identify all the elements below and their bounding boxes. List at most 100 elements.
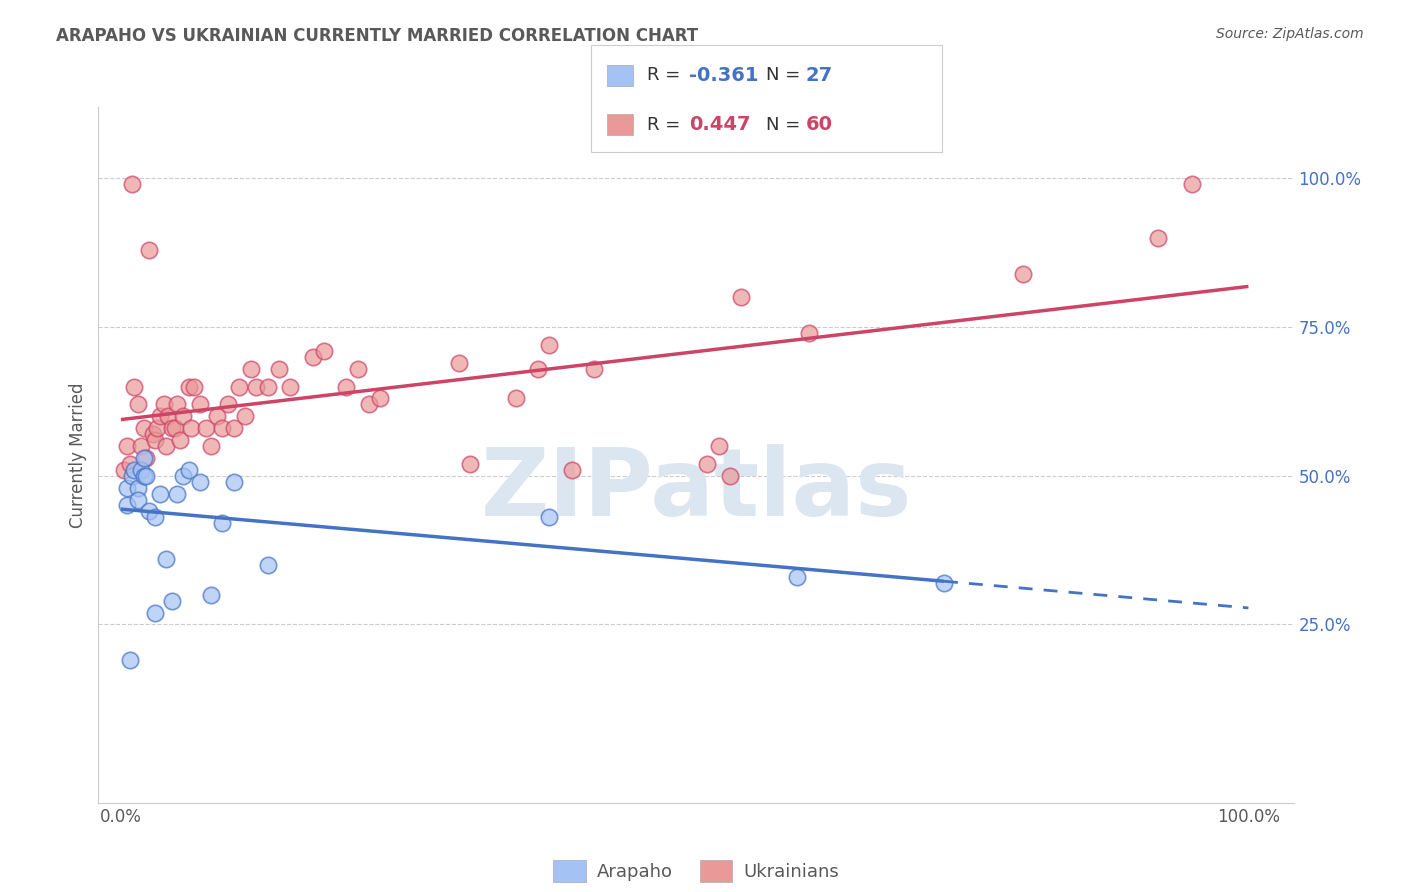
Point (239, 361, 262, 376)
Point (138, 243, 160, 257)
Point (149, 409, 172, 424)
Point (127, 397, 149, 411)
Point (730, 290, 752, 304)
Point (228, 379, 250, 393)
Point (115, 499, 138, 513)
Point (200, 588, 222, 602)
Point (118, 457, 141, 471)
Point (121, 178, 143, 192)
Point (141, 427, 163, 442)
Point (932, 575, 955, 590)
Point (256, 558, 278, 572)
Point (1147, 231, 1170, 245)
Point (180, 421, 202, 435)
Text: R =: R = (647, 66, 686, 84)
Point (143, 433, 166, 447)
Point (538, 338, 561, 352)
Point (165, 421, 187, 435)
Point (146, 421, 169, 435)
Point (132, 468, 155, 483)
Point (449, 356, 471, 370)
Point (143, 510, 166, 524)
Point (172, 468, 194, 483)
Point (222, 475, 245, 489)
Point (132, 421, 155, 435)
Point (157, 409, 180, 424)
Point (127, 492, 149, 507)
Text: 27: 27 (806, 66, 832, 85)
Point (143, 606, 166, 620)
Point (166, 486, 188, 500)
Point (505, 392, 527, 406)
Point (538, 510, 561, 524)
Point (707, 439, 730, 453)
Point (267, 361, 290, 376)
Point (155, 552, 177, 566)
Text: -0.361: -0.361 (689, 66, 758, 85)
Point (301, 350, 323, 364)
Point (121, 468, 143, 483)
Point (149, 486, 172, 500)
Point (256, 379, 278, 393)
Point (368, 392, 391, 406)
Point (583, 361, 606, 376)
Point (169, 433, 191, 447)
Point (153, 397, 176, 411)
Text: R =: R = (647, 116, 686, 134)
Point (205, 409, 228, 424)
Text: ZIPatlas: ZIPatlas (481, 443, 911, 536)
Point (718, 468, 741, 483)
Text: 60: 60 (806, 115, 832, 134)
Point (135, 468, 157, 483)
Point (177, 379, 200, 393)
Point (166, 397, 188, 411)
Point (200, 439, 222, 453)
Point (211, 516, 233, 531)
Point (1012, 267, 1035, 281)
Point (312, 343, 335, 358)
Point (183, 379, 205, 393)
Text: ARAPAHO VS UKRAINIAN CURRENTLY MARRIED CORRELATION CHART: ARAPAHO VS UKRAINIAN CURRENTLY MARRIED C… (56, 27, 699, 45)
Y-axis label: Currently Married: Currently Married (69, 382, 87, 528)
Point (222, 421, 245, 435)
Point (797, 326, 820, 340)
Point (245, 379, 267, 393)
Point (357, 397, 380, 411)
Point (188, 475, 211, 489)
Point (335, 379, 357, 393)
Point (124, 379, 146, 393)
Point (160, 421, 183, 435)
Text: 0.447: 0.447 (689, 115, 751, 134)
Point (194, 421, 217, 435)
Point (160, 593, 183, 607)
Text: N =: N = (766, 116, 806, 134)
Point (561, 463, 583, 477)
Point (211, 421, 233, 435)
Point (527, 361, 550, 376)
Point (177, 463, 200, 477)
Point (460, 457, 482, 471)
Point (138, 504, 160, 518)
Point (786, 570, 808, 584)
Point (115, 481, 138, 495)
Point (155, 439, 177, 453)
Point (188, 397, 211, 411)
Point (233, 409, 256, 424)
Point (696, 457, 718, 471)
Point (135, 450, 157, 465)
Point (118, 653, 141, 667)
Point (129, 439, 152, 453)
Text: Source: ZipAtlas.com: Source: ZipAtlas.com (1216, 27, 1364, 41)
Point (129, 463, 152, 477)
Point (115, 439, 138, 453)
Legend: Arapaho, Ukrainians: Arapaho, Ukrainians (544, 851, 848, 891)
Point (217, 397, 239, 411)
Point (132, 450, 155, 465)
Point (127, 481, 149, 495)
Point (124, 463, 146, 477)
Point (1181, 178, 1204, 192)
Point (346, 361, 368, 376)
Text: N =: N = (766, 66, 806, 84)
Point (172, 409, 194, 424)
Point (278, 379, 301, 393)
